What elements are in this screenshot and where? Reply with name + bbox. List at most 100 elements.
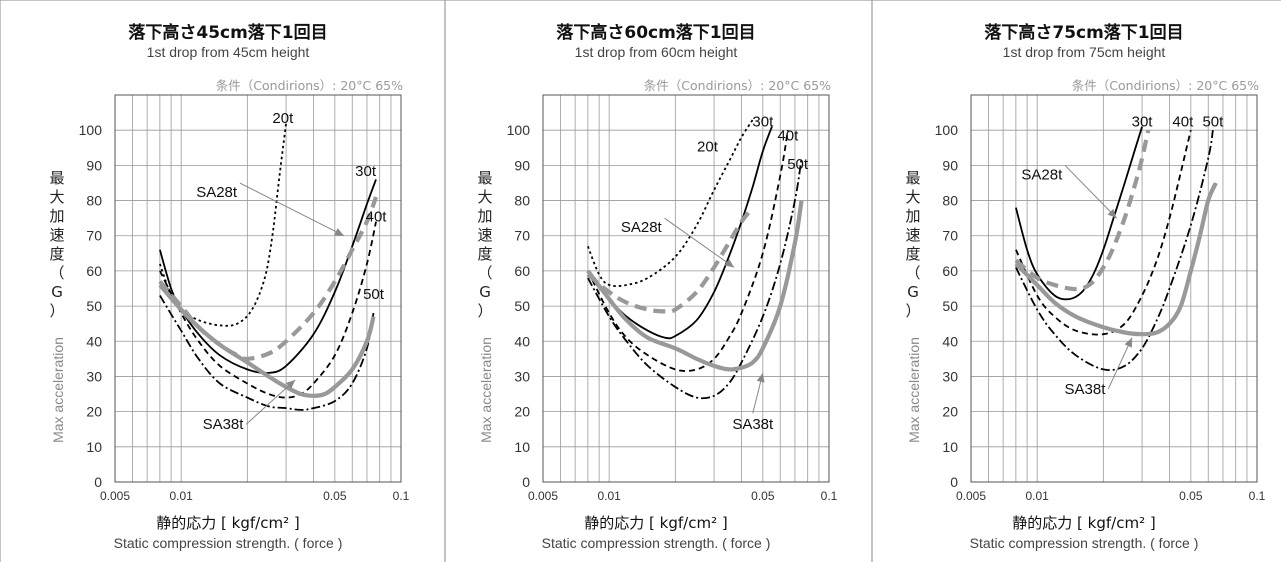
series-line-sa38t — [586, 200, 804, 372]
x-axis-label-en: Static compression strength. ( force ) — [970, 535, 1199, 551]
y-tick-label: 20 — [942, 404, 958, 420]
series-line-30t — [1015, 126, 1143, 301]
series-line-20t — [159, 122, 287, 327]
y-tick-label: 80 — [86, 193, 102, 209]
label-arrowhead-sa28t — [724, 258, 735, 268]
plot-area — [542, 94, 830, 483]
x-tick-label: 0.01 — [597, 489, 621, 503]
y-tick-label: 60 — [514, 263, 530, 279]
y-tick-label: 20 — [514, 404, 530, 420]
series-label-sa38t: SA38t — [1065, 381, 1107, 398]
chart-subtitle: 1st drop from 60cm height — [575, 44, 738, 60]
y-tick-label: 100 — [507, 122, 531, 138]
y-tick-label: 90 — [514, 157, 530, 173]
chart-title: 落下高さ45cm落下1回目 — [128, 22, 327, 43]
series-group — [1014, 126, 1218, 372]
conditions-label: 条件（Condirions）: 20°C 65% — [644, 78, 831, 93]
x-tick-label: 0.1 — [1249, 489, 1266, 503]
y-tick-label: 60 — [942, 263, 958, 279]
conditions-label: 条件（Condirions）: 20°C 65% — [216, 78, 403, 93]
y-axis-label-jp: 最大加速度（ G） — [49, 169, 64, 320]
x-tick-label: 0.1 — [821, 489, 838, 503]
x-tick-label: 0.1 — [393, 489, 410, 503]
y-tick-label: 100 — [935, 122, 959, 138]
y-axis-label-en: Max acceleration — [478, 337, 494, 443]
y-tick-label: 50 — [942, 298, 958, 314]
y-tick-label: 30 — [942, 368, 958, 384]
y-axis-label-jp: 最大加速度（ G） — [477, 169, 492, 320]
grid — [543, 95, 829, 483]
y-tick-label: 40 — [86, 333, 102, 349]
grid — [115, 95, 401, 483]
y-tick-label: 40 — [514, 333, 530, 349]
x-tick-label: 0.005 — [956, 489, 986, 503]
x-axis-label-en: Static compression strength. ( force ) — [114, 535, 343, 551]
y-tick-label: 50 — [514, 298, 530, 314]
y-tick-label: 20 — [86, 404, 102, 420]
y-tick-label: 100 — [79, 122, 103, 138]
series-label-20t: 20t — [697, 138, 719, 155]
y-tick-label: 10 — [942, 439, 958, 455]
plot-area — [970, 94, 1258, 483]
y-tick-label: 70 — [514, 228, 530, 244]
chart-subtitle: 1st drop from 75cm height — [1003, 44, 1166, 60]
series-label-40t: 40t — [1172, 114, 1194, 131]
y-tick-label: 80 — [514, 193, 530, 209]
y-tick-label: 90 — [942, 157, 958, 173]
series-line-40t — [1015, 129, 1192, 336]
series-group — [158, 122, 378, 411]
series-label-sa38t: SA38t — [732, 416, 774, 433]
y-axis-label-jp: 最大加速度（ G） — [905, 169, 920, 320]
x-tick-label: 0.01 — [1025, 489, 1049, 503]
y-axis-label-en: Max acceleration — [50, 337, 66, 443]
series-line-30t — [587, 126, 773, 340]
series-label-30t: 30t — [1132, 114, 1154, 131]
label-leader-sa28t — [664, 217, 735, 268]
y-tick-label: 70 — [86, 228, 102, 244]
series-label-sa38t: SA38t — [203, 416, 245, 433]
y-tick-label: 10 — [514, 439, 530, 455]
series-label-50t: 50t — [1202, 114, 1224, 131]
label-leader-sa28t — [239, 182, 345, 237]
y-tick-label: 0 — [950, 474, 958, 490]
x-axis-label-jp: 静的応力 [ kgf/cm² ] — [1012, 514, 1155, 532]
series-group — [586, 119, 804, 400]
series-label-30t: 30t — [355, 163, 377, 180]
series-label-20t: 20t — [272, 110, 294, 127]
x-tick-label: 0.01 — [169, 489, 193, 503]
series-line-sa28t — [1014, 129, 1151, 292]
label-arrowhead-sa28t — [334, 228, 344, 236]
series-label-40t: 40t — [777, 128, 799, 145]
y-tick-label: 50 — [86, 298, 102, 314]
series-line-40t — [587, 130, 789, 372]
y-tick-label: 70 — [942, 228, 958, 244]
chart-subtitle: 1st drop from 45cm height — [147, 44, 310, 60]
series-label-sa28t: SA28t — [1021, 166, 1063, 183]
label-leader-sa38t — [1107, 337, 1133, 390]
y-tick-label: 30 — [514, 368, 530, 384]
y-tick-label: 0 — [522, 474, 530, 490]
y-tick-label: 60 — [86, 263, 102, 279]
y-tick-label: 0 — [94, 474, 102, 490]
chart-title: 落下高さ60cm落下1回目 — [556, 22, 755, 43]
series-label-50t: 50t — [363, 286, 385, 303]
x-axis-label-en: Static compression strength. ( force ) — [542, 535, 771, 551]
x-tick-label: 0.05 — [751, 489, 775, 503]
x-axis-label-jp: 静的応力 [ kgf/cm² ] — [156, 514, 299, 532]
x-tick-label: 0.05 — [1179, 489, 1203, 503]
y-tick-label: 30 — [86, 368, 102, 384]
x-tick-label: 0.05 — [323, 489, 347, 503]
plot-area — [114, 94, 402, 483]
y-tick-label: 90 — [86, 157, 102, 173]
series-line-40t — [159, 221, 377, 399]
series-line-sa28t — [586, 206, 755, 314]
x-axis-label-jp: 静的応力 [ kgf/cm² ] — [584, 514, 727, 532]
y-tick-label: 10 — [86, 439, 102, 455]
series-line-sa38t — [158, 283, 376, 398]
label-leader-sa28t — [1064, 165, 1118, 219]
series-line-50t — [159, 295, 375, 411]
